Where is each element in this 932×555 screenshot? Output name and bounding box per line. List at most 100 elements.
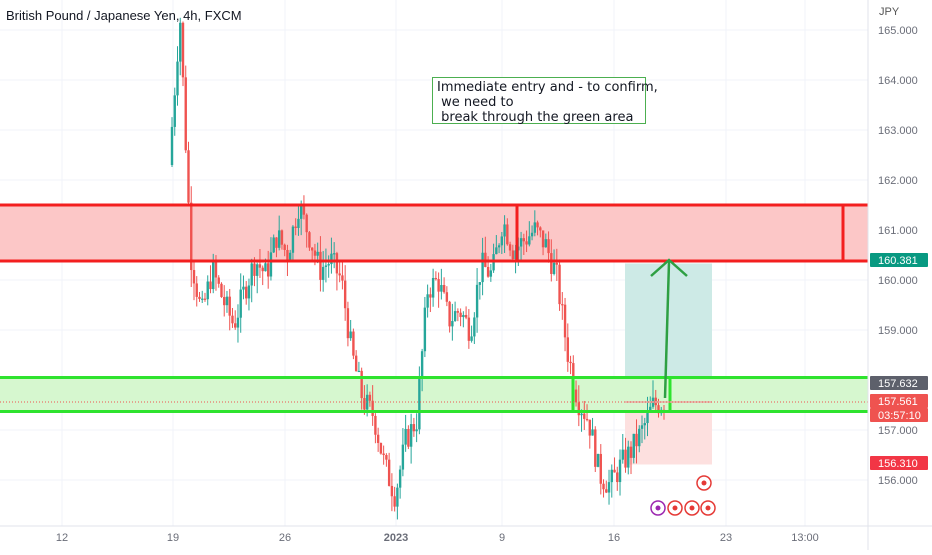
y-tick-label: 159.000 [878, 325, 918, 337]
candle-body [198, 296, 201, 299]
candle-body [596, 453, 600, 467]
note-annotation[interactable]: Immediate entry and - to confirm, we nee… [432, 77, 658, 125]
candle-body [212, 262, 215, 290]
candle-body [580, 413, 583, 416]
candle-body [319, 251, 322, 280]
candle-body [250, 263, 253, 286]
candle-body [566, 337, 569, 362]
price-label-text: 160.381 [878, 255, 918, 267]
candle-body [486, 266, 490, 277]
candle-body [206, 281, 209, 300]
candle-body [423, 307, 427, 352]
y-tick-label: 156.000 [878, 475, 918, 487]
candle-body [533, 222, 537, 233]
candle-body [343, 280, 347, 309]
candle-body [481, 252, 484, 283]
candle-body [321, 266, 325, 280]
x-tick-label: 26 [279, 532, 291, 544]
candle-body [385, 455, 388, 460]
candle-body [209, 281, 212, 290]
candle-body [365, 394, 369, 410]
candle-body [503, 224, 506, 237]
candle-body [269, 252, 273, 277]
candle-body [594, 429, 597, 467]
price-label-badge [870, 394, 928, 408]
candle-body [283, 244, 286, 250]
candle-body [500, 236, 504, 246]
price-label-text: 157.561 [878, 396, 918, 408]
candle-body [495, 247, 498, 255]
candle-body [624, 449, 627, 468]
candle-body [632, 433, 635, 458]
candle-body [220, 283, 223, 298]
candle-body [616, 472, 619, 483]
candle-body [401, 444, 405, 470]
candle-body [357, 370, 361, 373]
x-tick-label: 2023 [384, 532, 408, 544]
candle-body [599, 453, 602, 484]
candle-body [445, 292, 449, 302]
candle-body [602, 483, 605, 490]
candle-body [552, 262, 556, 274]
candle-body [627, 446, 630, 468]
candle-body [431, 277, 435, 298]
candle-body [638, 428, 641, 447]
candle-body [640, 425, 644, 429]
x-tick-label: 9 [499, 532, 505, 544]
candle-body [170, 126, 174, 165]
candle-body [288, 252, 292, 263]
candle-body [190, 202, 193, 271]
y-tick-label: 161.000 [878, 225, 918, 237]
candle-body [349, 331, 352, 339]
event-marker-dot [672, 505, 678, 511]
candle-body [286, 249, 289, 263]
candle-body [173, 95, 176, 127]
candle-body [214, 262, 218, 278]
candle-body [346, 308, 350, 339]
price-label-text: 156.310 [878, 458, 918, 470]
candle-body [217, 277, 220, 284]
x-tick-label: 19 [167, 532, 179, 544]
candle-body [506, 224, 509, 245]
candle-body [305, 214, 308, 233]
candle-body [316, 251, 319, 256]
y-tick-label: 164.000 [878, 75, 918, 87]
candle-body [610, 469, 613, 483]
candle-body [539, 227, 542, 231]
candle-body [451, 320, 454, 327]
candle-body [434, 277, 438, 280]
candle-body [330, 253, 333, 265]
candle-body [649, 406, 652, 412]
candles [170, 17, 666, 520]
candle-body [253, 263, 256, 276]
candle-body [393, 496, 396, 507]
candle-body [181, 22, 185, 78]
candle-body [239, 289, 242, 318]
candle-body [429, 294, 432, 298]
event-marker-dot [701, 480, 707, 486]
candle-body [618, 459, 622, 483]
candle-body [536, 222, 539, 228]
candle-body [569, 361, 572, 364]
price-label-text: 157.632 [878, 378, 918, 390]
candle-body [621, 449, 624, 460]
candle-body [228, 296, 231, 316]
support-zone [0, 377, 868, 412]
candle-body [522, 238, 526, 242]
candle-body [245, 286, 248, 299]
candle-body [291, 226, 295, 253]
candle-body [242, 286, 245, 290]
candle-body [236, 317, 240, 328]
candle-body [519, 238, 523, 247]
candle-body [409, 424, 413, 447]
candle-body [525, 241, 528, 245]
candle-body [550, 253, 553, 274]
candle-body [302, 206, 306, 215]
y-tick-label: 165.000 [878, 25, 918, 37]
candle-body [412, 424, 416, 432]
candle-body [187, 150, 190, 203]
candle-body [448, 301, 451, 327]
candle-body [407, 428, 410, 447]
